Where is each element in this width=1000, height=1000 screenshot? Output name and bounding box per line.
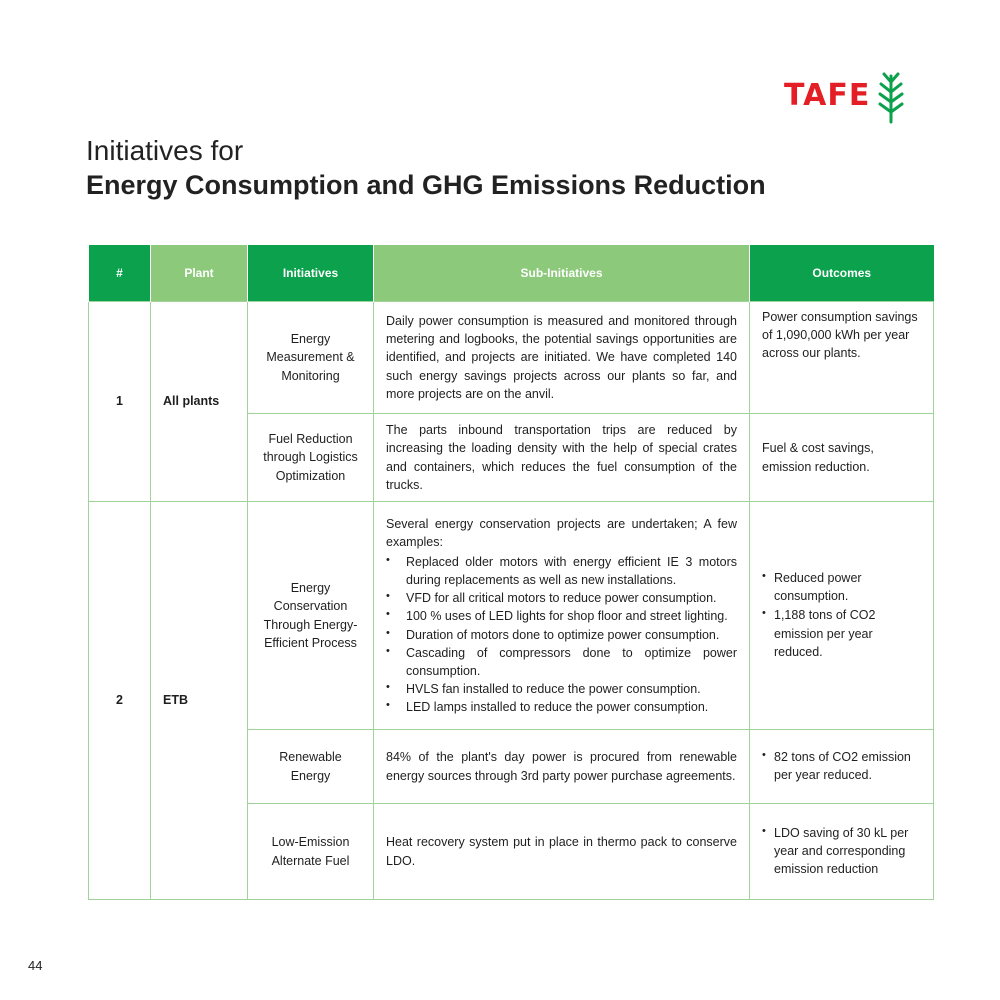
outcome-text: Fuel & cost savings, emission reduction. (749, 413, 934, 502)
header-number: # (88, 245, 151, 302)
table-row: Renewable Energy 84% of the plant's day … (89, 729, 934, 804)
list-item: Reduced power consumption. (762, 569, 921, 605)
initiative-name: Renewable Energy (247, 729, 374, 804)
list-item: Duration of motors done to optimize powe… (386, 626, 737, 644)
table-row: 1 All plants Energy Measurement & Monito… (88, 301, 934, 502)
initiative-name: Fuel Reduction through Logistics Optimiz… (247, 413, 374, 502)
tafe-logo: TAFE (784, 68, 908, 124)
list-item: 82 tons of CO2 emission per year reduced… (762, 748, 921, 784)
list-item: LED lamps installed to reduce the power … (386, 698, 737, 716)
sub-initiative-text: Heat recovery system put in place in the… (373, 803, 750, 900)
initiatives-table: # Plant Initiatives Sub-Initiatives Outc… (88, 245, 934, 900)
initiative-name: Energy Conservation Through Energy-Effic… (247, 501, 374, 730)
brand-name: TAFE (784, 78, 871, 113)
initiative-name: Energy Measurement & Monitoring (247, 301, 374, 414)
wheat-leaf-icon (878, 72, 904, 124)
list-item: 100 % uses of LED lights for shop floor … (386, 607, 737, 625)
list-item: HVLS fan installed to reduce the power c… (386, 680, 737, 698)
header-initiatives: Initiatives (247, 245, 374, 302)
page-title: Energy Consumption and GHG Emissions Red… (86, 170, 766, 200)
plant-name: ETB (150, 501, 248, 900)
row-number: 1 (88, 301, 151, 502)
list-item: LDO saving of 30 kL per year and corresp… (762, 824, 921, 878)
initiative-name: Low-Emission Alternate Fuel (247, 803, 374, 900)
list-item: VFD for all critical motors to reduce po… (386, 589, 737, 607)
outcome-list: 82 tons of CO2 emission per year reduced… (762, 748, 921, 784)
table-row: 2 ETB Energy Conservation Through Energy… (88, 501, 934, 900)
list-item: Replaced older motors with energy effici… (386, 553, 737, 589)
list-item: 1,188 tons of CO2 emission per year redu… (762, 606, 921, 660)
page-subtitle: Initiatives for (86, 135, 244, 166)
table-row: Fuel Reduction through Logistics Optimiz… (89, 413, 934, 502)
outcome-text: Power consumption savings of 1,090,000 k… (749, 301, 934, 414)
outcome-cell: Reduced power consumption. 1,188 tons of… (749, 501, 934, 730)
outcome-list: Reduced power consumption. 1,188 tons of… (762, 569, 921, 661)
header-plant: Plant (150, 245, 248, 302)
table-row: Low-Emission Alternate Fuel Heat recover… (89, 803, 934, 900)
row-number: 2 (88, 501, 151, 900)
sub-initiative-text: The parts inbound transportation trips a… (373, 413, 750, 502)
list-item: Cascading of compressors done to optimiz… (386, 644, 737, 680)
sub-initiative-intro: Several energy conservation projects are… (386, 516, 737, 549)
page-number: 44 (28, 958, 43, 973)
sub-initiative-cell: Several energy conservation projects are… (373, 501, 750, 730)
outcome-list: LDO saving of 30 kL per year and corresp… (762, 824, 921, 878)
sub-initiative-text: Daily power consumption is measured and … (373, 301, 750, 414)
sub-initiative-list: Replaced older motors with energy effici… (386, 553, 737, 716)
plant-name: All plants (150, 301, 248, 502)
sub-initiative-text: 84% of the plant's day power is procured… (373, 729, 750, 804)
outcome-cell: 82 tons of CO2 emission per year reduced… (749, 729, 934, 804)
outcome-cell: LDO saving of 30 kL per year and corresp… (749, 803, 934, 900)
header-sub-initiatives: Sub-Initiatives (373, 245, 750, 302)
header-outcomes: Outcomes (749, 245, 934, 302)
table-header-row: # Plant Initiatives Sub-Initiatives Outc… (88, 245, 934, 302)
